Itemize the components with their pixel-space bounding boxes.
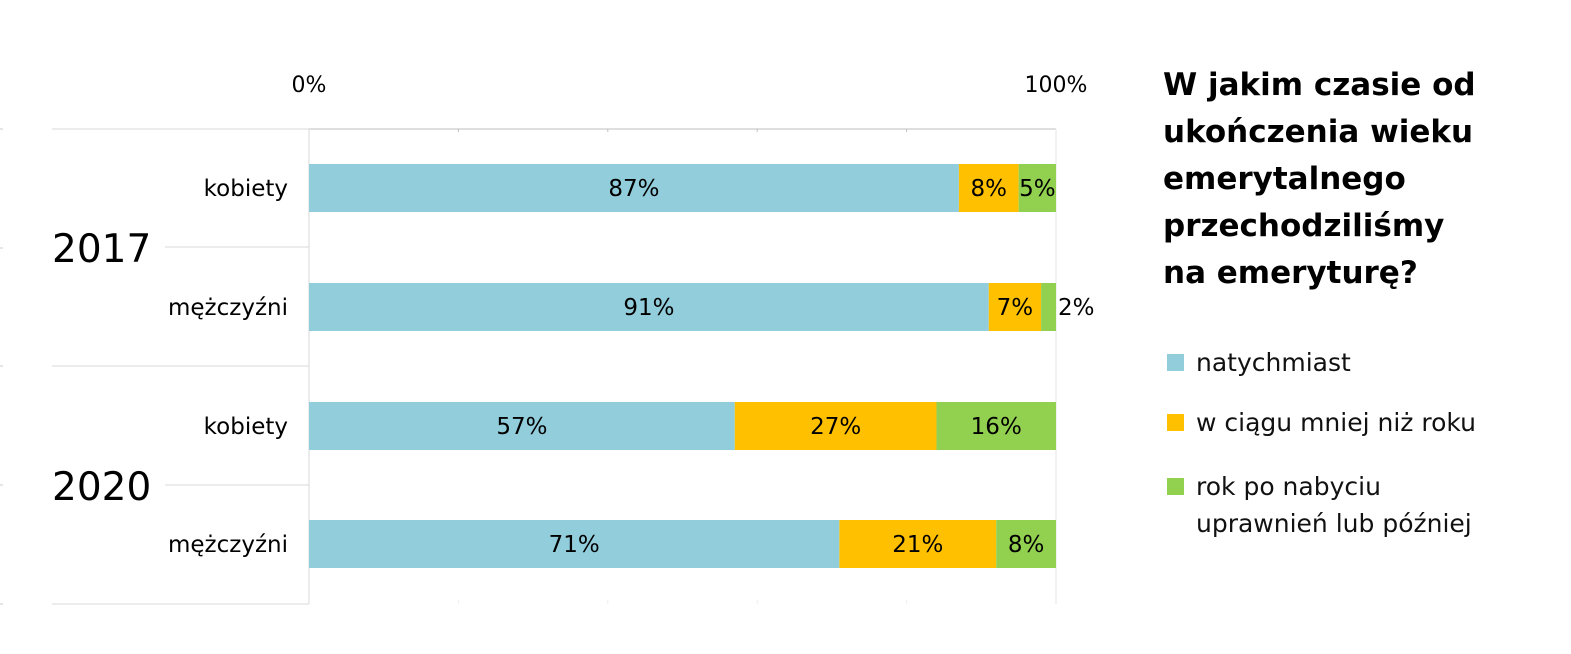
chart-title-line: na emeryturę? <box>1163 255 1418 291</box>
data-label: 16% <box>971 414 1022 440</box>
bar-segment <box>996 520 1056 568</box>
chart-title-line: W jakim czasie od <box>1163 67 1476 103</box>
data-label: 91% <box>623 295 674 321</box>
legend-label: w ciągu mniej niż roku <box>1196 408 1476 437</box>
legend-label: rok po nabyciu uprawnień lub później <box>1196 472 1472 538</box>
category-label: mężczyźni <box>168 532 288 558</box>
data-label: 71% <box>549 532 600 558</box>
bar-segment <box>1041 283 1056 331</box>
legend-swatch <box>1167 414 1184 431</box>
chart-title-line: emerytalnego <box>1163 161 1406 197</box>
chart-labels: 0% 100% 2017 2020 kobiety mężczyźni kobiety męż… <box>52 73 1095 558</box>
data-label: 27% <box>810 414 861 440</box>
data-label: 21% <box>892 532 943 558</box>
data-label: 8% <box>971 176 1008 202</box>
bar-segment <box>309 520 840 568</box>
category-label: mężczyźni <box>168 295 288 321</box>
group-label: 2020 <box>52 465 151 510</box>
group-label: 2017 <box>52 227 151 272</box>
legend-label: natychmiast <box>1196 348 1351 377</box>
category-label: kobiety <box>204 414 288 440</box>
chart-title: W jakim czasie od ukończenia wieku emery… <box>1163 62 1563 297</box>
x-tick-label: 100% <box>1025 73 1088 98</box>
data-label: 87% <box>608 176 659 202</box>
bar-segment <box>734 402 937 450</box>
data-label: 8% <box>1008 532 1045 558</box>
chart-title-line: przechodziliśmy <box>1163 208 1445 244</box>
bar-segment <box>839 520 997 568</box>
legend-swatch <box>1167 478 1184 495</box>
legend-swatch <box>1167 354 1184 371</box>
bar-segment <box>958 164 1019 212</box>
chart-bars <box>309 164 1056 568</box>
bar-segment <box>309 164 959 212</box>
x-tick-label: 0% <box>292 73 327 98</box>
bar-segment <box>309 402 735 450</box>
bar-segment <box>1018 164 1056 212</box>
data-label: 7% <box>997 295 1034 321</box>
bar-segment <box>309 283 989 331</box>
data-label: 5% <box>1019 176 1056 202</box>
data-label: 2% <box>1058 295 1095 321</box>
data-label: 57% <box>496 414 547 440</box>
category-label: kobiety <box>204 176 288 202</box>
bar-segment <box>988 283 1042 331</box>
chart-title-line: ukończenia wieku <box>1163 114 1474 150</box>
bar-segment <box>936 402 1056 450</box>
